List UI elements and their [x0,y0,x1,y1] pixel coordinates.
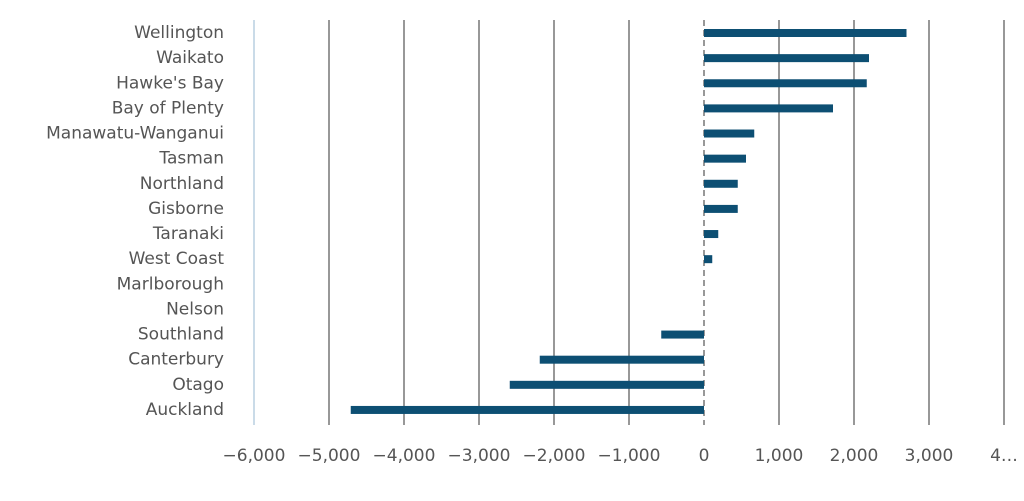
bar [704,129,755,138]
y-tick-label: Otago [172,375,224,395]
bar [350,405,704,414]
y-tick-label: Hawke's Bay [116,73,224,93]
y-tick-label: Waikato [156,48,224,68]
bar [704,204,738,213]
x-tick-label: 0 [699,446,710,466]
y-tick-label: Auckland [146,400,224,420]
x-tick-label: 4… [990,446,1018,466]
x-tick-label: −3,000 [448,446,511,466]
bar [661,330,704,339]
y-tick-label: Tasman [158,149,224,169]
y-tick-label: Wellington [134,23,224,43]
x-tick-label: 2,000 [830,446,879,466]
y-tick-label: Nelson [166,299,224,319]
x-tick-label: −4,000 [373,446,436,466]
y-tick-label: Bay of Plenty [112,98,224,118]
y-tick-label: Manawatu-Wanganui [46,124,224,144]
x-tick-label: 3,000 [905,446,954,466]
bar [539,355,704,364]
y-tick-label: West Coast [129,249,225,269]
bar [509,380,704,389]
y-tick-label: Taranaki [152,224,224,244]
bar [704,230,719,239]
x-tick-label: 1,000 [755,446,804,466]
bar [704,54,869,63]
y-tick-label: Southland [138,325,224,345]
y-tick-label: Marlborough [117,274,224,294]
bar [704,29,907,37]
y-tick-label: Northland [140,174,224,194]
x-tick-label: −6,000 [223,446,286,466]
x-tick-label: −1,000 [598,446,661,466]
x-tick-label: −2,000 [523,446,586,466]
bar [704,255,713,264]
bar [704,104,833,113]
y-tick-label: Canterbury [128,350,224,370]
bar [704,154,746,163]
y-tick-label: Gisborne [148,199,224,219]
bar [704,79,867,88]
bar [704,179,738,188]
x-tick-label: −5,000 [298,446,361,466]
